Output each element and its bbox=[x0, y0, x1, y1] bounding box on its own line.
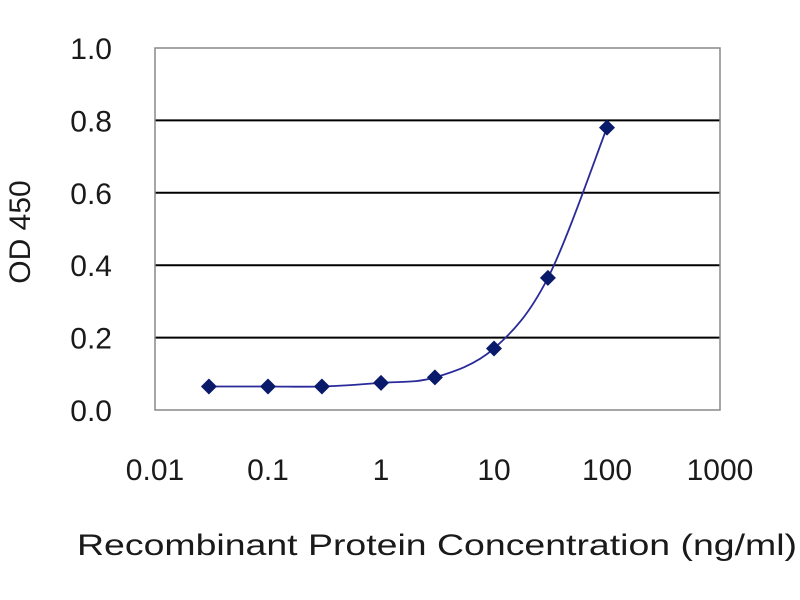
x-tick-label: 10 bbox=[477, 454, 510, 487]
x-tick-label: 0.1 bbox=[247, 454, 289, 487]
data-point bbox=[313, 378, 330, 395]
y-tick-label: 0.8 bbox=[70, 105, 112, 138]
x-tick-label: 1000 bbox=[687, 454, 754, 487]
series-line bbox=[208, 127, 608, 388]
y-tick-label: 0.4 bbox=[70, 250, 112, 283]
data-point bbox=[486, 340, 502, 357]
y-axis-title: OD 450 bbox=[4, 180, 37, 283]
data-point bbox=[200, 378, 217, 395]
data-point bbox=[260, 378, 276, 395]
y-tick-label: 0.2 bbox=[70, 323, 112, 356]
data-point bbox=[373, 374, 389, 391]
y-tick-label: 1.0 bbox=[70, 33, 112, 66]
y-axis-ticks: 0.0 0.2 0.4 0.6 0.8 1.0 bbox=[70, 33, 112, 428]
grid-lines bbox=[155, 119, 720, 339]
x-tick-label: 1 bbox=[373, 454, 390, 487]
y-tick-label: 0.6 bbox=[70, 178, 112, 211]
data-markers bbox=[200, 119, 615, 395]
data-point bbox=[426, 369, 443, 386]
data-point bbox=[599, 119, 615, 136]
x-tick-label: 100 bbox=[582, 454, 632, 487]
x-axis-ticks: 0.01 0.1 1 10 100 1000 bbox=[126, 454, 754, 487]
plot-area bbox=[154, 47, 721, 411]
x-axis-title: Recombinant Protein Concentration (ng/ml… bbox=[77, 529, 797, 562]
data-point bbox=[539, 269, 556, 286]
x-tick-label: 0.01 bbox=[126, 454, 184, 487]
y-tick-label: 0.0 bbox=[70, 395, 112, 428]
